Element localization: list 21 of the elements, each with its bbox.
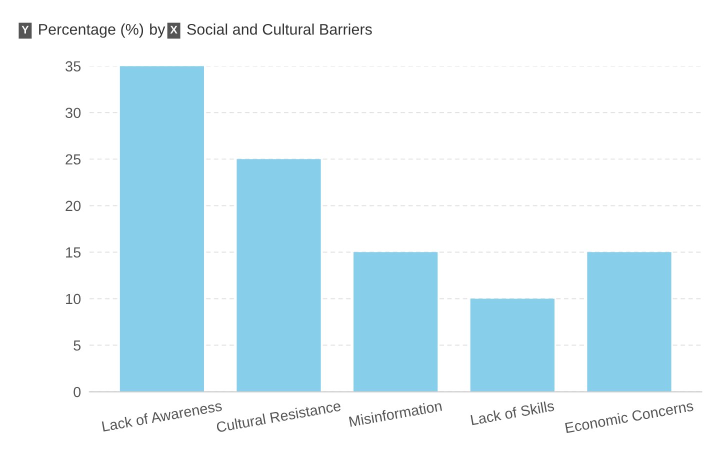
y-tick-label: 5 — [74, 340, 81, 351]
x-tick-label: Misinformation — [348, 400, 442, 427]
y-tick-label: 25 — [66, 154, 81, 165]
y-axis-title: Percentage (%) — [39, 24, 144, 38]
x-tick-label: Lack of Skills — [470, 400, 554, 426]
y-tick-label: 30 — [66, 108, 81, 118]
y-tick-label: 10 — [66, 294, 81, 304]
y-tick-label: 35 — [66, 61, 81, 72]
text: X — [170, 26, 178, 34]
bar — [470, 298, 554, 392]
x-tick-label: Economic Concerns — [564, 400, 694, 434]
y-tick-label: 15 — [66, 247, 81, 258]
x-axis-title: Social and Cultural Barriers — [187, 24, 372, 35]
bar — [236, 159, 321, 392]
text: Y — [22, 26, 29, 34]
y-tick-label: 20 — [66, 200, 81, 212]
text: by — [150, 24, 166, 38]
bar — [354, 252, 438, 392]
y-tick-label: 0 — [74, 386, 81, 398]
bar — [587, 252, 672, 392]
bar — [120, 66, 204, 392]
